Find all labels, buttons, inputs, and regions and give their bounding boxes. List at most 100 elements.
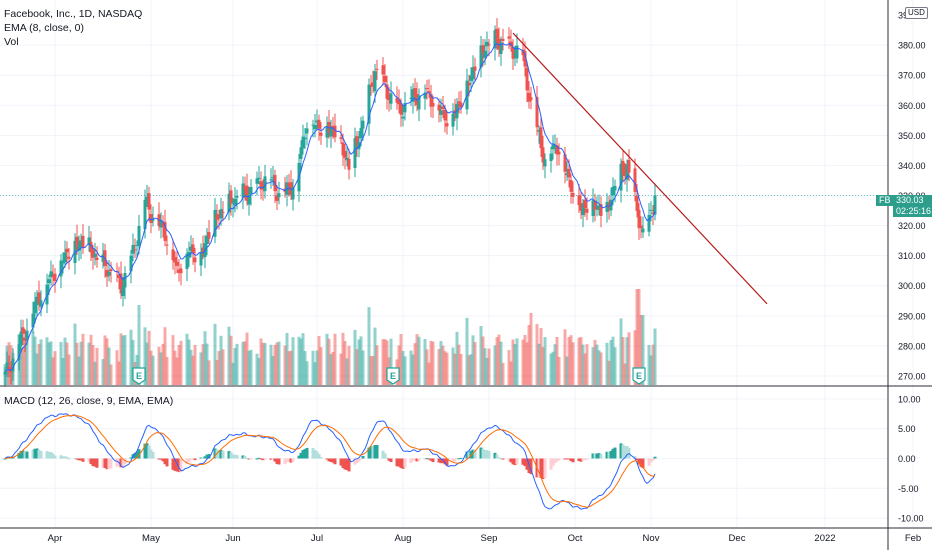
macd-histogram-bar [359,458,363,460]
volume-bar [497,334,501,385]
macd-histogram-bar [423,458,427,460]
candle-body [541,147,545,163]
macd-histogram-bar [61,456,65,459]
macd-histogram-bar [479,447,483,459]
macd-histogram-bar [415,458,419,462]
candle-body [161,223,165,227]
volume-bar [305,361,309,385]
candle-body [49,271,53,278]
volume-bar [219,335,223,385]
volume-bar [291,337,295,385]
macd-histogram-bar [385,457,389,459]
candle-body [243,185,247,191]
volume-bar [555,337,559,385]
macd-histogram-bar [633,456,637,459]
volume-bar [495,337,499,385]
volume-bar [259,338,263,385]
volume-bar [397,345,401,385]
macd-histogram-bar [361,455,365,459]
volume-bar [515,338,519,385]
volume-bar [549,353,553,385]
macd-histogram-bar [413,458,417,461]
trendline[interactable] [512,32,768,305]
volume-bar [177,345,181,385]
candle-body [613,185,617,191]
macd-histogram-bar [373,444,377,459]
volume-bar [535,324,539,385]
candle-body [109,269,113,272]
macd-histogram-bar [241,455,245,459]
macd-histogram-bar [299,452,303,459]
volume-bar [65,342,69,385]
macd-histogram-bar [635,458,639,461]
volume-bar [467,355,471,385]
volume-bar [381,339,385,385]
price-tick-label: 290.00 [898,311,926,321]
macd-histogram-bar [383,453,387,459]
volume-bar [33,336,37,385]
candle-body [289,182,293,196]
time-tick-label: May [142,533,160,544]
macd-histogram-bar [287,458,291,462]
volume-bar [627,332,631,385]
volume-bar [161,343,165,385]
macd-histogram-bar [105,458,109,470]
volume-bar [439,341,443,385]
volume-bar [341,332,345,385]
candle-body [65,248,69,253]
candle-body [119,273,123,294]
volume-bar [243,341,247,385]
candle-body [275,195,279,201]
volume-bar [613,347,617,385]
macd-histogram-bar [387,458,391,461]
volume-bar [457,344,461,385]
price-tick-label: 380.00 [898,41,926,51]
candle-body [459,102,463,108]
candle-body [63,252,67,263]
volume-bar [149,350,153,385]
price-tick-label: 360.00 [898,101,926,111]
volume-bar [525,342,529,385]
time-tick-label: Dec [729,533,746,544]
time-tick-label: Jul [311,533,323,544]
macd-histogram-bar [653,456,657,459]
candle-body [271,177,275,179]
macd-histogram-bar [273,458,277,462]
time-tick-label: 2022 [814,533,835,544]
macd-histogram-bar [571,458,575,463]
macd-histogram-bar [609,450,613,459]
candle-body [599,204,603,216]
macd-histogram-bar [501,458,505,460]
chart-title: Facebook, Inc., 1D, NASDAQ [4,8,143,20]
volume-bar [479,325,483,385]
candle-body [441,106,445,110]
candle-body [23,337,27,342]
volume-bar [31,331,35,385]
volume-bar [465,317,469,385]
candle-body [469,75,473,81]
macd-histogram-bar [33,448,37,459]
candle-body [143,199,147,230]
volume-bar [37,344,41,385]
candle-body [175,261,179,266]
macd-histogram-bar [87,458,91,463]
volume-bar [459,353,463,385]
candle-body [381,65,385,75]
macd-histogram-bar [543,458,547,479]
volume-bar [541,347,545,385]
macd-histogram-bar [17,452,21,459]
macd-histogram-bar [357,458,361,462]
volume-bar [469,354,473,385]
macd-histogram-bar [639,458,643,468]
volume-bar [287,351,291,385]
candle-body [373,71,377,92]
candle-body [129,255,133,272]
volume-bar [77,356,81,385]
volume-bar [163,327,167,385]
volume-bar [373,327,377,385]
macd-histogram-bar [341,458,345,468]
macd-histogram-bar [369,446,373,459]
